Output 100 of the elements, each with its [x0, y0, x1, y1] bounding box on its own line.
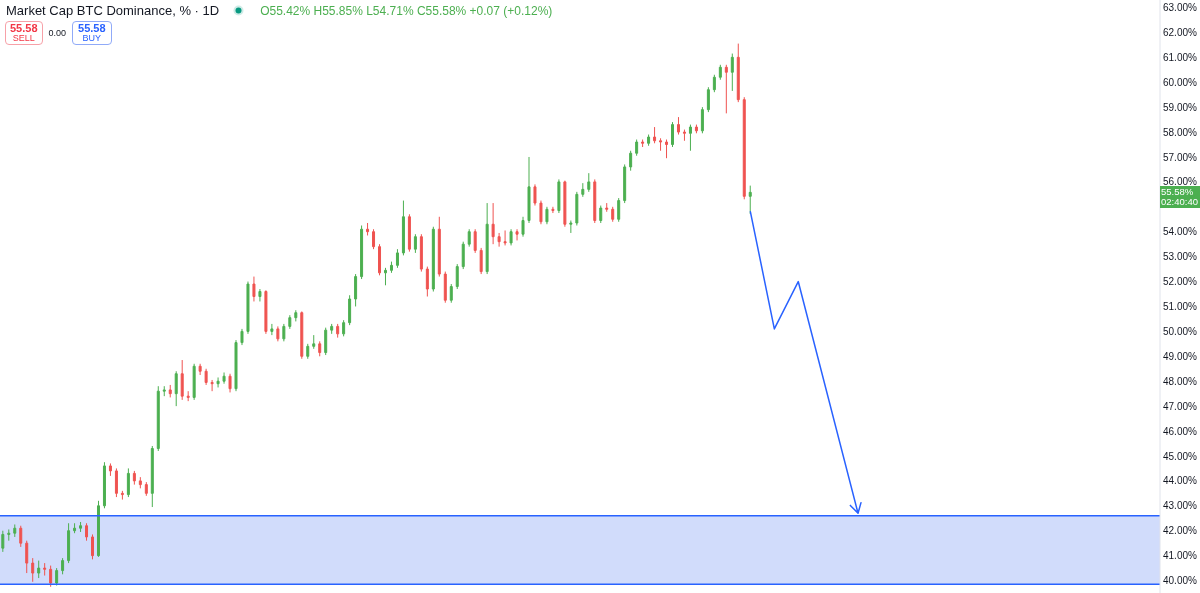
candlestick [706, 86, 710, 113]
candlestick [455, 263, 459, 290]
candlestick [718, 64, 722, 81]
candlestick [354, 273, 358, 307]
candlestick [282, 323, 286, 342]
candlestick [527, 156, 531, 224]
candlestick [587, 172, 591, 193]
candlestick [156, 385, 160, 452]
candlestick [461, 241, 465, 270]
y-tick-label: 42.00% [1163, 525, 1198, 537]
candlestick [43, 562, 47, 577]
candlestick [19, 525, 23, 548]
y-tick-label: 44.00% [1163, 475, 1198, 487]
candlestick [569, 220, 573, 234]
candlestick [419, 233, 423, 273]
y-tick-label: 53.00% [1163, 251, 1198, 263]
candlestick [85, 522, 89, 542]
candlestick [742, 96, 746, 200]
candlestick [515, 228, 519, 241]
candlestick [533, 183, 537, 207]
sell-button: 55.58 SELL [5, 21, 43, 45]
y-tick-label: 63.00% [1163, 2, 1198, 14]
candlestick [49, 565, 53, 588]
candlestick [551, 206, 555, 214]
candlestick [682, 129, 686, 142]
candlestick [204, 368, 208, 386]
candlestick [270, 323, 274, 336]
candlestick [79, 521, 83, 533]
candlestick [348, 294, 352, 326]
candlestick [730, 53, 734, 92]
y-tick-label: 50.00% [1163, 325, 1198, 337]
candlestick [665, 139, 669, 159]
candlestick [491, 202, 495, 245]
candlestick [336, 323, 340, 339]
candlestick [545, 206, 549, 225]
candlestick [180, 359, 184, 401]
candlestick [629, 150, 633, 172]
candlestick [234, 339, 238, 392]
y-tick-label: 40.00% [1163, 575, 1198, 587]
candlestick [67, 522, 71, 564]
y-tick-label: 46.00% [1163, 425, 1198, 437]
candlestick [694, 124, 698, 134]
candlestick [659, 137, 663, 152]
candlestick [378, 243, 382, 276]
candlestick [150, 445, 154, 508]
candlestick [91, 533, 95, 560]
candlestick [120, 490, 124, 501]
candlestick [676, 116, 680, 136]
candlestick [473, 228, 477, 254]
candlestick [503, 229, 507, 246]
candlestick [360, 224, 364, 280]
candlestick [449, 283, 453, 304]
candlestick [521, 216, 525, 238]
candlestick [37, 560, 41, 579]
candlestick [342, 319, 346, 337]
candlestick [736, 43, 740, 103]
y-tick-label: 52.00% [1163, 276, 1198, 288]
candlestick [401, 200, 405, 256]
candlestick [653, 126, 657, 144]
y-tick-label: 60.00% [1163, 76, 1198, 88]
candlestick [724, 64, 728, 114]
candlestick [132, 470, 136, 486]
y-tick-label: 48.00% [1163, 375, 1198, 387]
candlestick [168, 384, 172, 398]
candlestick [539, 200, 543, 225]
candlestick [557, 178, 561, 214]
candlestick [641, 139, 645, 148]
candlestick [73, 522, 77, 534]
candlestick [31, 557, 35, 583]
y-tick-label: 59.00% [1163, 101, 1198, 113]
candlestick [13, 523, 17, 538]
candlestick [647, 134, 651, 147]
candlestick [431, 226, 435, 293]
candlestick [276, 325, 280, 342]
candlestick [114, 467, 118, 498]
y-tick-label: 61.00% [1163, 51, 1198, 63]
candlestick [1, 530, 5, 553]
candlestick [228, 373, 232, 393]
candlestick [593, 178, 597, 224]
y-tick-label: 57.00% [1163, 151, 1198, 163]
y-tick-label: 43.00% [1163, 500, 1198, 512]
y-tick-label: 49.00% [1163, 350, 1198, 362]
candlestick [395, 248, 399, 269]
candlestick [318, 340, 322, 357]
y-tick-label: 45.00% [1163, 450, 1198, 462]
candlestick [96, 500, 100, 558]
candlestick [312, 334, 316, 350]
candlestick [479, 247, 483, 275]
candlestick [366, 222, 370, 236]
candlestick [599, 205, 603, 224]
candlestick [102, 461, 106, 509]
candlestick [605, 202, 609, 213]
candlestick [467, 228, 471, 248]
candlestick [288, 314, 292, 330]
candlestick [700, 106, 704, 134]
candlestick [509, 228, 513, 246]
y-tick-label: 41.00% [1163, 550, 1198, 562]
annotation: 55.58 [10, 22, 38, 34]
chart-subtitle: O55.42% H55.85% L54.71% C55.58% +0.07 (+0.12%) [260, 3, 553, 18]
annotation: 0.00 [48, 28, 67, 38]
